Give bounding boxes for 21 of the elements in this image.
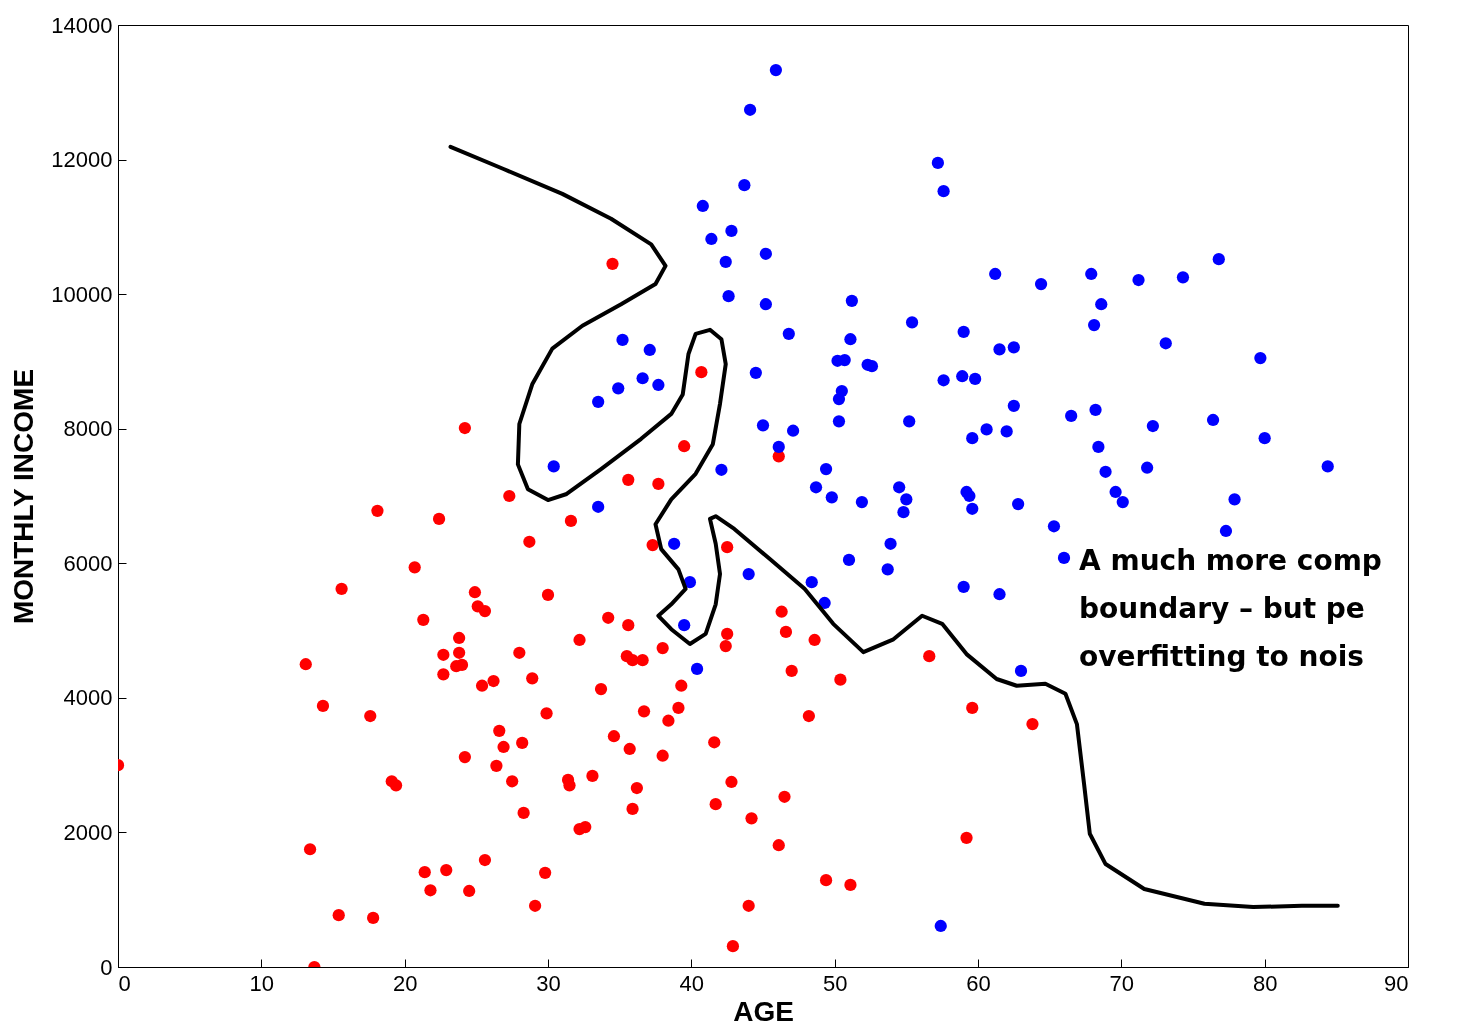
y-tick-label: 4000 — [63, 685, 113, 711]
x-tick-label: 60 — [966, 970, 991, 996]
annotation: A much more comp boundary – but pe overfitting to nois — [1079, 543, 1382, 673]
x-tick-label: 10 — [249, 970, 275, 996]
y-tick-label: 6000 — [63, 550, 113, 576]
x-tick-label: 0 — [118, 970, 131, 996]
x-axis-title: AGE — [733, 995, 794, 1027]
y-tick-label: 12000 — [51, 147, 113, 173]
x-tick-label: 20 — [392, 970, 418, 996]
y-tick-label: 8000 — [63, 416, 113, 442]
y-tick-label: 10000 — [51, 281, 113, 307]
x-tick-label: 50 — [822, 970, 848, 996]
x-tick-label: 40 — [679, 970, 705, 996]
y-tick-label: 0 — [100, 954, 113, 980]
x-tick-label: 80 — [1252, 970, 1278, 996]
x-tick-label: 30 — [536, 970, 561, 996]
x-tick-label: 90 — [1384, 970, 1409, 996]
x-tick-label: 70 — [1109, 970, 1135, 996]
y-tick-label: 14000 — [51, 12, 113, 38]
y-tick-label: 2000 — [63, 819, 113, 845]
y-axis-title: MONTHLY INCOME — [8, 368, 40, 625]
